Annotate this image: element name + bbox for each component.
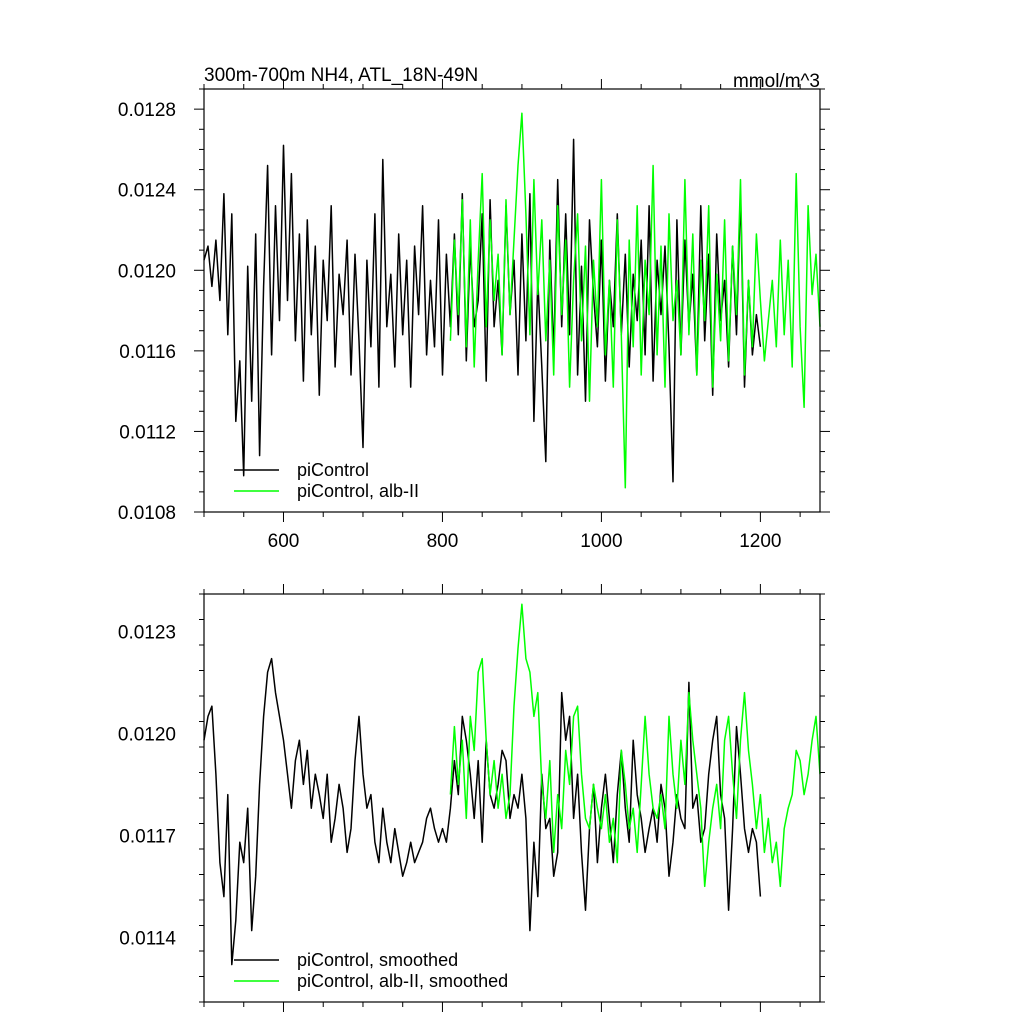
plot-frame-1 xyxy=(203,593,821,1003)
series-line-1-0 xyxy=(203,657,762,966)
y-tick-label: 0.0112 xyxy=(119,422,176,443)
y-tick-label: 0.0114 xyxy=(119,928,176,949)
x-tick-label: 600 xyxy=(268,531,300,552)
y-tick-label: 0.0128 xyxy=(118,100,176,121)
y-tick-label: 0.0120 xyxy=(118,261,176,282)
y-tick-label: 0.0116 xyxy=(119,342,176,363)
units-label: mmol/m^3 xyxy=(733,71,820,92)
y-tick-label: 0.0120 xyxy=(118,724,176,745)
chart-title: 300m-700m NH4, ATL_18N-49N xyxy=(204,65,478,86)
x-tick-label: 800 xyxy=(427,531,459,552)
x-tick-label: 1200 xyxy=(739,531,781,552)
x-tick-label: 1000 xyxy=(580,531,622,552)
top-panel: 600 800 1000 1200 0.0108 0.0112 0.0116 0.0120 0.… xyxy=(118,65,830,552)
y-tick-label: 0.0124 xyxy=(118,181,177,202)
legend-label-0: piControl, smoothed xyxy=(297,950,458,970)
legend-label-1: piControl, alb-II xyxy=(297,481,419,501)
series-line-0-0 xyxy=(203,138,762,483)
plot-frame-0 xyxy=(203,88,821,513)
series-line-0-1 xyxy=(449,112,821,489)
bottom-panel: 0.0114 0.0117 0.0120 0.0123 piControl, smoot… xyxy=(118,584,825,1012)
y-tick-label: 0.0123 xyxy=(118,622,176,643)
y-tick-label: 0.0108 xyxy=(118,503,176,524)
y-tick-label: 0.0117 xyxy=(119,826,176,847)
legend-label-1: piControl, alb-II, smoothed xyxy=(297,971,508,991)
series-line-1-1 xyxy=(449,603,821,888)
legend-label-0: piControl xyxy=(297,460,369,480)
